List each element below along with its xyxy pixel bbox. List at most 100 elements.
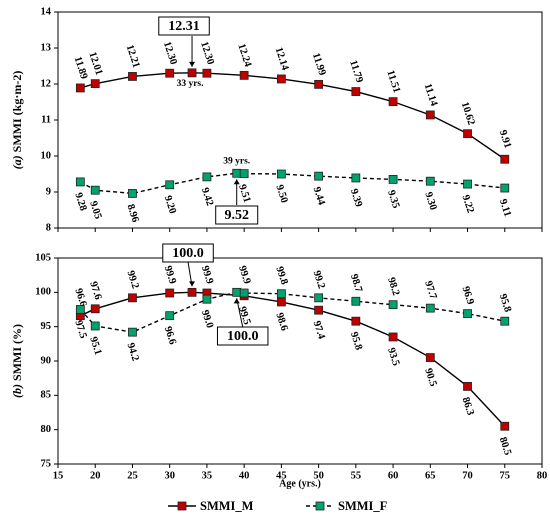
data-point-SMMI_F — [75, 305, 85, 314]
data-label: 95.1 — [87, 336, 103, 357]
y-tick-label: 80 — [41, 424, 52, 435]
y-tick-label: 10 — [41, 150, 52, 161]
data-label: 96.6 — [72, 287, 88, 308]
x-tick-label: 65 — [425, 470, 436, 481]
legend-marker-SMMI_F — [315, 501, 325, 511]
data-label: 9.39 — [348, 187, 364, 208]
y-tick-label: 13 — [41, 42, 52, 53]
peak-arrow-head — [233, 298, 240, 304]
y-tick-label: 12 — [41, 78, 52, 89]
data-label: 11.14 — [422, 82, 440, 108]
peak-arrow-head — [233, 179, 240, 185]
data-point-SMMI_M — [202, 68, 212, 78]
data-label: 9.22 — [460, 194, 476, 215]
legend-label: SMMI_F — [338, 499, 388, 513]
series-line-SMMI_M — [80, 72, 506, 160]
x-tick-label: 60 — [388, 470, 399, 481]
x-tick-label: 80 — [537, 470, 548, 481]
data-label: 9.51 — [236, 183, 252, 204]
data-point-SMMI_F — [388, 174, 398, 184]
x-tick-label: 35 — [202, 470, 213, 481]
x-tick-label: 45 — [276, 470, 287, 481]
data-point-SMMI_F — [128, 327, 137, 337]
peak-arrow-head — [189, 281, 196, 287]
data-point-SMMI_F — [202, 172, 212, 182]
x-tick-label: 70 — [462, 470, 473, 481]
data-point-SMMI_M — [128, 72, 137, 81]
data-point-SMMI_M — [463, 382, 472, 391]
y-axis-title: SMMI (kg·m-2) — [10, 71, 24, 156]
data-point-SMMI_M — [165, 68, 175, 78]
peak-value-box — [215, 205, 259, 225]
data-point-SMMI_F — [425, 176, 435, 186]
data-point-SMMI_F — [500, 183, 510, 193]
y-axis-label: (b) SMMI (%) — [10, 324, 24, 398]
data-point-SMMI_M — [500, 154, 510, 164]
data-point-SMMI_F — [351, 296, 361, 306]
data-label: 99.9 — [162, 265, 178, 286]
data-label: 99.2 — [124, 269, 140, 290]
x-tick-label: 15 — [53, 470, 64, 481]
data-point-SMMI_M — [276, 297, 286, 307]
series-line-SMMI_F — [79, 172, 505, 195]
peak-value-label: 12.31 — [168, 19, 200, 34]
data-label: 12.30 — [198, 40, 216, 66]
data-label: 97.4 — [311, 320, 327, 342]
x-tick-label: 55 — [351, 470, 362, 481]
data-point-SMMI_M — [314, 305, 324, 315]
data-point-SMMI_M — [351, 316, 361, 326]
data-label: 9.30 — [422, 191, 438, 212]
data-label: 97.5 — [72, 319, 88, 340]
data-point-SMMI_F — [463, 179, 472, 189]
data-label: 98.7 — [348, 273, 364, 294]
data-label: 11.79 — [347, 59, 365, 84]
data-label: 86.3 — [460, 396, 476, 417]
x-axis-title: Age (yrs.) — [279, 478, 321, 489]
data-label: 8.96 — [124, 203, 140, 224]
data-label: 11.99 — [310, 52, 328, 77]
y-tick-label: 100 — [35, 287, 51, 298]
data-label: 90.5 — [422, 367, 438, 388]
peak-age-label: 39 yrs. — [223, 156, 250, 166]
y-tick-label: 14 — [41, 6, 52, 17]
x-tick-label: 75 — [500, 470, 511, 481]
data-point-SMMI_F — [165, 311, 175, 321]
data-label: 99.8 — [273, 265, 289, 286]
data-label: 9.28 — [72, 191, 88, 212]
data-point-SMMI_F — [90, 321, 100, 331]
series-line-SMMI_M — [80, 291, 506, 427]
data-point-SMMI_F — [165, 180, 175, 190]
x-tick-label: 25 — [127, 470, 138, 481]
data-point-SMMI_F — [314, 171, 324, 181]
data-label: 99.2 — [311, 269, 327, 290]
data-label: 12.01 — [86, 51, 104, 77]
data-label: 9.20 — [162, 194, 178, 215]
data-label: 99.5 — [236, 305, 252, 326]
data-label: 95.8 — [348, 331, 364, 352]
data-label: 96.6 — [162, 325, 178, 346]
x-tick-label: 50 — [313, 470, 324, 481]
data-point-SMMI_F — [75, 177, 85, 187]
data-label: 97.7 — [422, 280, 438, 301]
peak-value-label: 100.0 — [227, 329, 259, 344]
data-point-SMMI_M — [187, 287, 197, 297]
data-label: 99.0 — [199, 309, 215, 330]
data-label: 12.21 — [124, 43, 142, 69]
data-label: 10.62 — [459, 101, 477, 127]
peak-value-box — [158, 16, 210, 36]
data-point-SMMI_F — [239, 288, 249, 298]
panel-label: (b) — [10, 384, 24, 398]
data-point-SMMI_M — [165, 288, 175, 298]
data-label: 11.89 — [72, 55, 90, 80]
data-label: 12.30 — [161, 40, 179, 66]
data-point-SMMI_M — [128, 293, 137, 303]
data-point-SMMI_M — [187, 68, 197, 78]
data-point-SMMI_F — [425, 303, 435, 313]
data-label: 98.6 — [273, 311, 289, 332]
data-label: 95.8 — [497, 293, 513, 314]
data-label: 12.24 — [235, 42, 253, 69]
data-point-SMMI_F — [463, 309, 472, 319]
data-point-SMMI_M — [276, 74, 286, 84]
data-label: 97.6 — [87, 280, 103, 301]
data-point-SMMI_F — [128, 189, 137, 198]
